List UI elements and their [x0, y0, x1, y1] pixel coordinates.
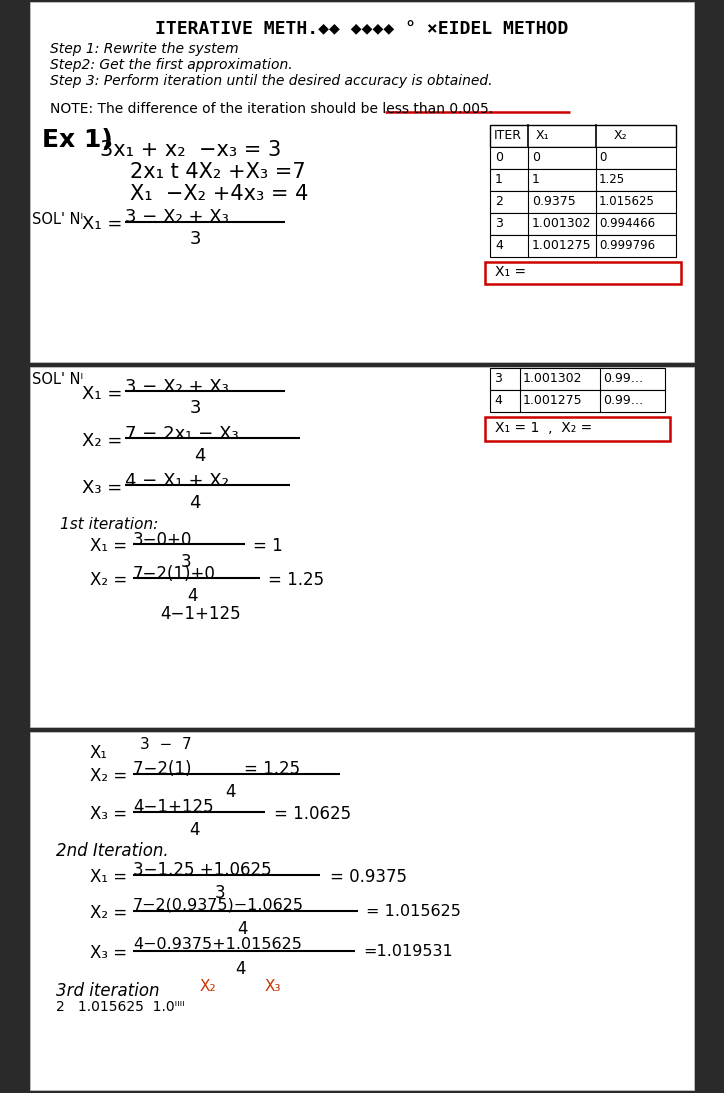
Text: 1.001302: 1.001302 [523, 372, 583, 385]
Text: X₁ =: X₁ = [90, 868, 127, 886]
Text: 3 − X₂ + X₃: 3 − X₂ + X₃ [125, 378, 229, 396]
Text: 0: 0 [599, 151, 607, 164]
Text: 2   1.015625  1.0ᴵᴵᴵᴵ: 2 1.015625 1.0ᴵᴵᴵᴵ [56, 1000, 185, 1014]
Bar [490, 191, 676, 213]
Text: 0: 0 [495, 151, 503, 164]
Text: Step 1: Rewrite the system: Step 1: Rewrite the system [50, 42, 239, 56]
Text: ITER: ITER [494, 129, 522, 142]
Bar [30, 732, 694, 1090]
Text: 4: 4 [194, 447, 206, 465]
Bar [490, 213, 676, 235]
Text: 4 − X₁ + X₂: 4 − X₁ + X₂ [125, 472, 229, 490]
Text: 1.001275: 1.001275 [523, 393, 583, 407]
Text: 3: 3 [189, 230, 201, 248]
Text: X₂: X₂ [200, 979, 216, 994]
Text: 1.25: 1.25 [599, 173, 625, 186]
Text: X₁ = 1  ,  X₂ =: X₁ = 1 , X₂ = [495, 421, 592, 435]
Text: 7 − 2x₁ − X₃: 7 − 2x₁ − X₃ [125, 425, 239, 443]
Text: Ex 1): Ex 1) [42, 128, 113, 152]
Text: ITERATIVE METH.◆◆ ◆◆◆◆ ° ×EIDEL METHOD: ITERATIVE METH.◆◆ ◆◆◆◆ ° ×EIDEL METHOD [156, 20, 568, 38]
Text: 3: 3 [494, 372, 502, 385]
Text: 4: 4 [189, 494, 201, 512]
Text: 0.99…: 0.99… [603, 372, 643, 385]
Bar [30, 367, 694, 727]
Text: 1.015625: 1.015625 [599, 195, 655, 208]
Text: 1: 1 [495, 173, 503, 186]
Text: 2: 2 [495, 195, 503, 208]
Text: X₃: X₃ [265, 979, 282, 994]
Text: 3−1.25 +1.0625: 3−1.25 +1.0625 [133, 861, 272, 879]
Text: = 1.015625: = 1.015625 [366, 904, 461, 919]
Text: 0.994466: 0.994466 [599, 218, 655, 230]
Bar [485, 262, 681, 284]
Text: 3: 3 [189, 399, 201, 418]
Bar [485, 418, 670, 440]
Text: 4: 4 [495, 239, 503, 252]
Bar [490, 235, 676, 257]
Text: 4: 4 [224, 783, 235, 801]
Text: 1.001302: 1.001302 [532, 218, 592, 230]
Text: X₁ =: X₁ = [495, 265, 526, 279]
Text: X₁: X₁ [536, 129, 550, 142]
Text: 2x₁ t 4X₂ +X₃ =7: 2x₁ t 4X₂ +X₃ =7 [130, 162, 306, 183]
Text: X₂: X₂ [614, 129, 628, 142]
Text: 3−0+0: 3−0+0 [133, 531, 193, 549]
Bar [490, 368, 665, 390]
Text: 4−1+125: 4−1+125 [160, 606, 240, 623]
Text: SOL' Nᴵ: SOL' Nᴵ [32, 212, 83, 227]
Text: = 1.0625: = 1.0625 [274, 806, 351, 823]
Text: 4−0.9375+1.015625: 4−0.9375+1.015625 [133, 937, 302, 952]
Text: 3: 3 [495, 218, 503, 230]
Bar [490, 169, 676, 191]
Text: 4−1+125: 4−1+125 [133, 798, 214, 816]
Text: 1: 1 [532, 173, 540, 186]
Text: SOL' Nᴵ: SOL' Nᴵ [32, 372, 83, 387]
Text: X₁ =: X₁ = [82, 215, 122, 233]
Text: X₂ =: X₂ = [82, 432, 122, 450]
Text: 3: 3 [215, 884, 225, 902]
Text: 0.99…: 0.99… [603, 393, 643, 407]
Text: NOTE: The difference of the iteration should be less than 0.005.: NOTE: The difference of the iteration sh… [50, 102, 493, 116]
Text: X₂ =: X₂ = [90, 571, 127, 589]
Bar [30, 2, 694, 362]
Text: = 1.25: = 1.25 [268, 571, 324, 589]
Bar [490, 125, 676, 146]
Text: 7−2(0.9375)−1.0625: 7−2(0.9375)−1.0625 [133, 897, 304, 912]
Text: 4: 4 [188, 587, 198, 606]
Text: 3: 3 [181, 553, 191, 571]
Text: 7−2(1)          = 1.25: 7−2(1) = 1.25 [133, 760, 300, 778]
Text: X₁  −X₂ +4x₃ = 4: X₁ −X₂ +4x₃ = 4 [130, 184, 308, 204]
Text: 4: 4 [494, 393, 502, 407]
Text: 1.001275: 1.001275 [532, 239, 592, 252]
Text: 0.9375: 0.9375 [532, 195, 576, 208]
Text: X₃ =: X₃ = [90, 806, 127, 823]
Bar [490, 390, 665, 412]
Text: 2nd Iteration.: 2nd Iteration. [56, 842, 169, 860]
Text: 4: 4 [190, 821, 201, 839]
Text: =1.019531: =1.019531 [363, 944, 452, 959]
Text: X₁ =: X₁ = [90, 537, 127, 555]
Text: 3rd iteration: 3rd iteration [56, 982, 159, 1000]
Text: = 0.9375: = 0.9375 [330, 868, 407, 886]
Text: 3  −  7: 3 − 7 [140, 737, 192, 752]
Text: X₃ =: X₃ = [90, 944, 127, 962]
Text: X₁ =: X₁ = [82, 385, 122, 403]
Text: X₂ =: X₂ = [90, 767, 127, 785]
Bar [490, 146, 676, 169]
Text: 4: 4 [237, 920, 248, 938]
Text: 1st iteration:: 1st iteration: [60, 517, 159, 532]
Text: = 1: = 1 [253, 537, 283, 555]
Text: 3x₁ + x₂  −x₃ = 3: 3x₁ + x₂ −x₃ = 3 [100, 140, 281, 160]
Text: X₃ =: X₃ = [82, 479, 122, 497]
Text: 3 − X₂ + X₃: 3 − X₂ + X₃ [125, 208, 229, 226]
Text: 7−2(1)+0: 7−2(1)+0 [133, 565, 216, 583]
Text: 0.999796: 0.999796 [599, 239, 655, 252]
Text: X₂ =: X₂ = [90, 904, 127, 922]
Text: Step 3: Perform iteration until the desired accuracy is obtained.: Step 3: Perform iteration until the desi… [50, 74, 492, 89]
Text: 0: 0 [532, 151, 540, 164]
Text: X₁: X₁ [90, 744, 108, 762]
Text: 4: 4 [235, 960, 245, 978]
Text: Step2: Get the first approximation.: Step2: Get the first approximation. [50, 58, 292, 72]
